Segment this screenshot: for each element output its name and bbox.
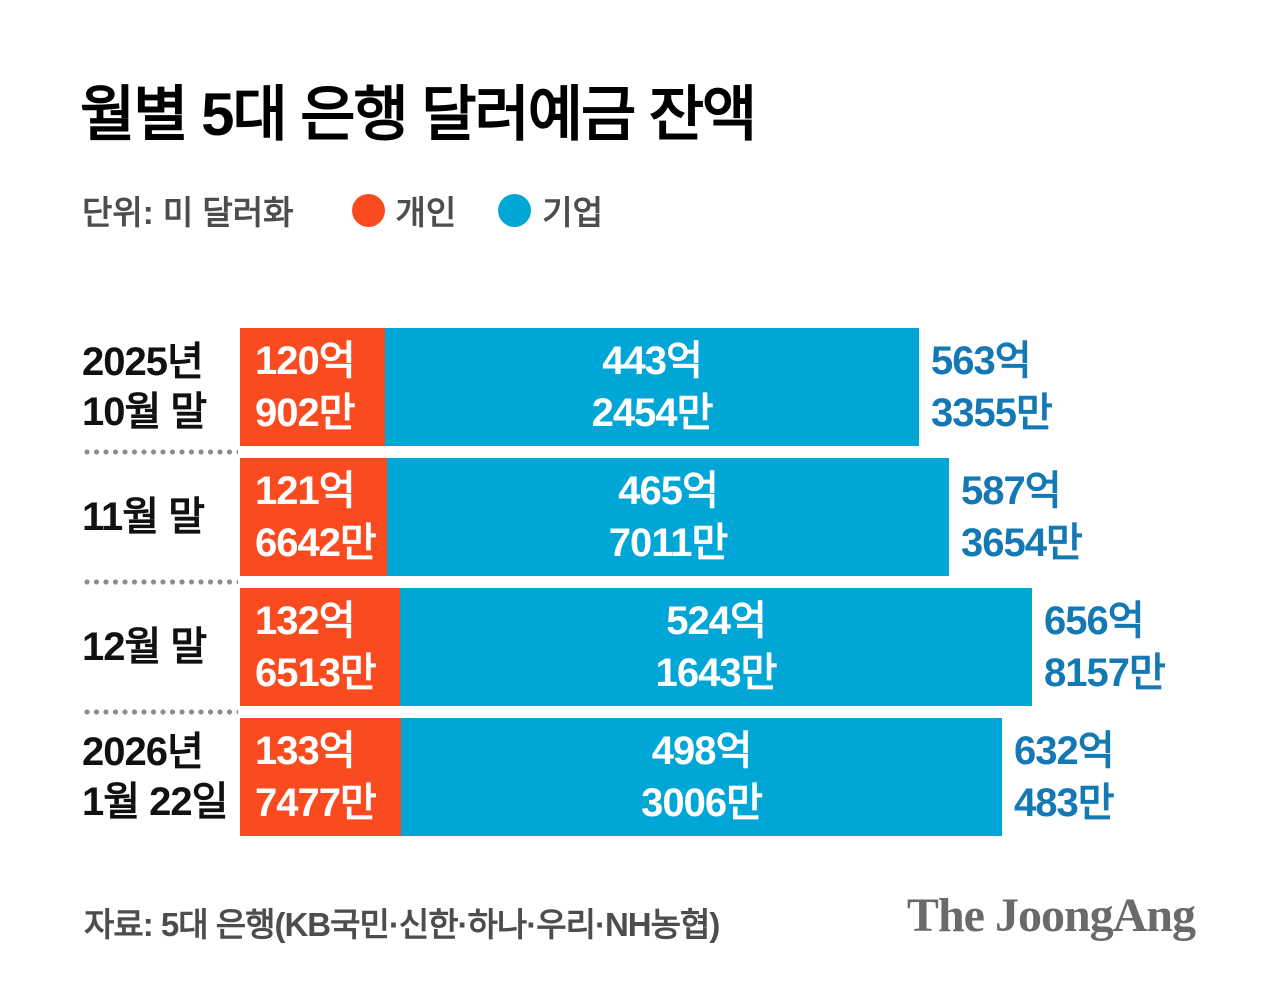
legend-item-corporate: 기업 xyxy=(498,186,603,234)
legend-row: 단위: 미 달러화 개인 기업 xyxy=(82,186,645,234)
row-gap xyxy=(0,706,1280,718)
row-label: 11월 말 xyxy=(82,495,205,539)
source-note: 자료: 5대 은행(KB국민·신한·하나·우리·NH농협) xyxy=(84,906,720,943)
personal-bar-segment: 132억 6513만 xyxy=(240,588,400,706)
dotted-separator xyxy=(84,449,238,455)
unit-label: 단위: 미 달러화 xyxy=(82,194,294,231)
row-gap xyxy=(0,576,1280,588)
row-label: 2025년 10월 말 xyxy=(82,340,207,434)
corporate-bar-segment: 465억 7011만 xyxy=(387,458,949,576)
chart-title: 월별 5대 은행 달러예금 잔액 xyxy=(80,81,757,148)
corporate-bar-segment: 443억 2454만 xyxy=(385,328,919,446)
total-value-label: 563억 3355만 xyxy=(931,339,1053,435)
stacked-bar-chart: 2025년 10월 말 120억 902만 443억 2454만 563억 33… xyxy=(0,328,1280,836)
total-value-label: 656억 8157만 xyxy=(1044,599,1166,695)
total-value-label: 587억 3654만 xyxy=(961,469,1083,565)
bar-group: 132억 6513만 524억 1643만 656억 8157만 xyxy=(240,588,1166,706)
personal-bar-segment: 121억 6642만 xyxy=(240,458,387,576)
corporate-bar-segment: 498억 3006만 xyxy=(401,718,1002,836)
chart-row-2026-01: 2026년 1월 22일 133억 7477만 498억 3006만 632억 … xyxy=(0,718,1280,836)
legend-item-personal: 개인 xyxy=(351,186,457,234)
corporate-bar-segment: 524억 1643만 xyxy=(400,588,1032,706)
bar-group: 120억 902만 443억 2454만 563억 3355만 xyxy=(240,328,1053,446)
joongang-logo: The JoongAng xyxy=(906,889,1196,942)
dotted-separator xyxy=(84,709,238,715)
personal-legend-dot-icon xyxy=(351,193,385,227)
row-label: 2026년 1월 22일 xyxy=(82,730,228,824)
bar-group: 121억 6642만 465억 7011만 587억 3654만 xyxy=(240,458,1083,576)
row-gap xyxy=(0,446,1280,458)
legend-label-corporate: 기업 xyxy=(542,194,603,231)
row-label: 12월 말 xyxy=(82,625,207,669)
total-value-label: 632억 483만 xyxy=(1014,729,1115,825)
personal-bar-segment: 120억 902만 xyxy=(240,328,385,446)
bar-group: 133억 7477만 498억 3006만 632억 483만 xyxy=(240,718,1115,836)
legend-label-personal: 개인 xyxy=(395,194,457,231)
personal-bar-segment: 133억 7477만 xyxy=(240,718,401,836)
corporate-legend-dot-icon xyxy=(498,193,532,227)
dotted-separator xyxy=(84,579,238,585)
chart-row-2025-11: 11월 말 121억 6642만 465억 7011만 587억 3654만 xyxy=(0,458,1280,576)
chart-row-2025-10: 2025년 10월 말 120억 902만 443억 2454만 563억 33… xyxy=(0,328,1280,446)
chart-row-2025-12: 12월 말 132억 6513만 524억 1643만 656억 8157만 xyxy=(0,588,1280,706)
